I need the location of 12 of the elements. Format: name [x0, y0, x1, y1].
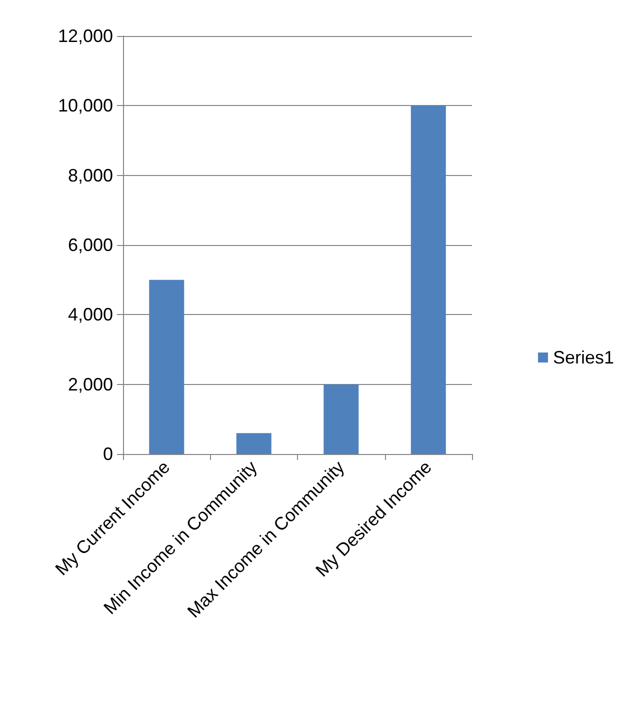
y-tick-label: 4,000	[68, 304, 113, 325]
y-tick-label: 8,000	[68, 165, 113, 186]
bar	[236, 433, 272, 454]
bar	[410, 106, 446, 454]
y-tick-label: 12,000	[58, 26, 113, 46]
legend-label: Series1	[552, 348, 614, 368]
y-tick-label: 0	[102, 444, 113, 464]
bar	[324, 384, 359, 454]
y-tick-label: 10,000	[58, 96, 113, 116]
y-tick-label: 6,000	[68, 235, 113, 255]
y-tick-label: 2,000	[68, 374, 113, 394]
bar	[149, 280, 184, 454]
